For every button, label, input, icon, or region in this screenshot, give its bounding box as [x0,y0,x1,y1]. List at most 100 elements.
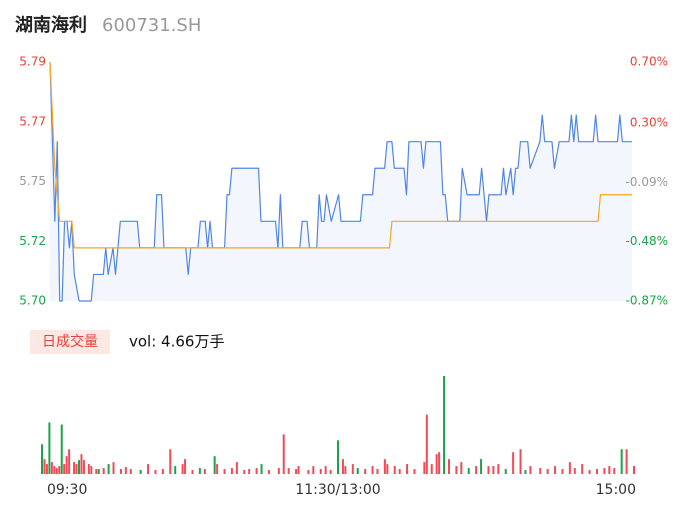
volume-bar [443,375,446,474]
volume-bar [53,466,56,474]
volume-bar [386,464,389,474]
volume-bar [307,470,310,474]
volume-bar [539,468,542,474]
volume-bar [107,464,110,474]
y2-tick-label: 0.70% [630,55,668,69]
volume-bar [497,464,500,474]
volume-bar [608,466,611,474]
volume-bar [282,434,285,474]
volume-bar [324,466,327,474]
volume-bar [435,454,438,474]
volume-bar [448,459,450,474]
volume-bar [174,466,177,474]
volume-bar [376,469,379,474]
y-tick-label: 5.79 [19,55,46,69]
volume-bar [213,456,216,474]
volume-bar [48,422,51,474]
volume-bar [68,449,71,474]
volume-bar [430,464,433,474]
volume-bar [129,469,132,474]
price-area [50,62,632,301]
stock-code: 600731.SH [102,15,201,36]
y-tick-label: 5.77 [19,114,46,128]
stock-name: 湖南海利 [15,14,87,36]
x-tick-label: 11:30/13:00 [295,482,380,498]
volume-bar [371,466,374,474]
volume-bar [438,452,441,474]
volume-bar [87,464,90,474]
volume-bar [568,462,571,474]
y-tick-label: 5.70 [19,294,46,308]
volume-bar [573,468,576,474]
volume-bar [524,470,527,474]
volume-bar [519,449,522,474]
volume-bar [287,468,290,474]
volume-bar [588,470,591,474]
volume-bar [341,459,344,474]
volume-bar [41,444,43,474]
volume-bar [230,468,233,474]
volume-bar [423,462,426,474]
y-tick-label: 5.72 [19,234,46,248]
y-tick-label: 5.75 [19,174,46,188]
volume-bar [243,470,246,474]
volume-bar [487,466,490,474]
volume-bar [90,466,93,474]
volume-bar [329,470,332,474]
volume-title: 日成交量 [42,333,98,350]
volume-bar [475,466,478,474]
volume-bar [393,466,396,474]
volume-bar [633,466,635,474]
volume-bar [203,469,206,474]
volume-bar [492,466,495,474]
volume-bar [337,440,339,474]
volume-bar [613,468,616,474]
volume-bar [546,469,549,474]
volume-bar [297,466,300,474]
volume-bar [512,452,515,474]
y2-tick-label: -0.87% [626,294,668,308]
volume-bar [248,469,251,474]
volume-bar [112,462,115,474]
volume-bar [398,469,401,474]
volume-bar [235,462,238,474]
volume-bar [351,464,354,474]
volume-bar [529,466,532,474]
volume-bar [603,468,606,474]
volume-bar [620,449,623,474]
volume-tab [30,330,110,354]
volume-bar [561,469,564,474]
volume-bar [504,469,507,474]
volume-bar [581,464,584,474]
volume-bar [60,424,63,474]
volume-bar [184,459,187,474]
volume-bar [319,469,322,474]
volume-bar [97,469,100,474]
y2-tick-label: -0.48% [626,234,668,248]
volume-bar [364,469,367,474]
volume-bar [625,449,628,474]
volume-bar [75,464,78,474]
volume-bar [95,469,98,474]
volume-bar [216,464,219,474]
volume-bar [267,470,270,474]
volume-bar [344,466,347,474]
volume-total: vol: 4.66万手 [129,333,224,351]
volume-bar [139,470,142,474]
average-line [49,61,632,249]
volume-bar [181,464,184,474]
volume-bar [198,468,201,474]
volume-bar [277,468,280,474]
volume-bar [413,469,416,474]
volume-bar [169,449,172,474]
volume-bar [73,462,76,474]
volume-bar [58,466,61,474]
volume-bar [65,456,68,474]
volume-bar [119,469,122,474]
volume-bar [425,414,428,474]
volume-bar [63,464,66,474]
volume-bar [480,459,483,474]
y2-tick-label: 0.30% [630,115,668,129]
volume-bar [356,468,359,474]
volume-bar [191,470,194,474]
